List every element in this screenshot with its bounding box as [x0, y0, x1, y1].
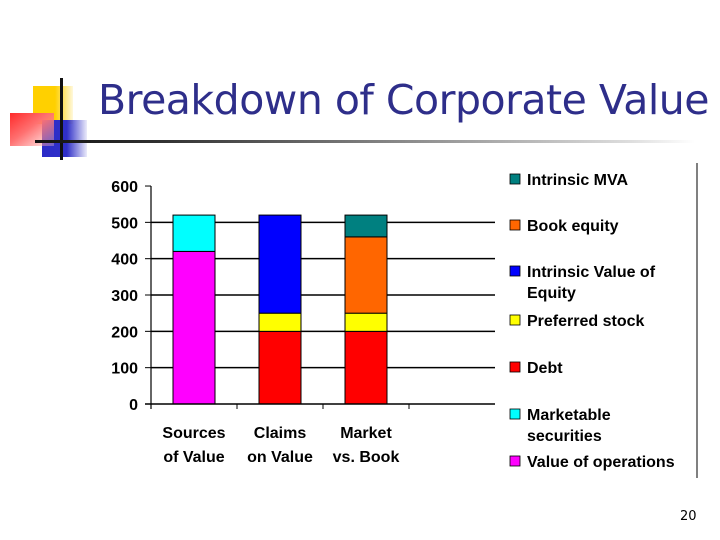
legend-label: Value of operations: [527, 454, 675, 471]
x-category-label: Claims: [254, 425, 307, 442]
legend-swatch: [509, 265, 521, 277]
y-tick-label: 0: [129, 397, 138, 414]
x-category-label: of Value: [163, 449, 224, 466]
y-tick-label: 300: [111, 288, 138, 305]
bar-segment: [258, 214, 302, 314]
y-tick-label: 200: [111, 324, 138, 341]
x-category-label: Market: [340, 425, 392, 442]
bar-segment: [172, 214, 216, 252]
y-tick-label: 500: [111, 215, 138, 232]
decor-vertical-line: [60, 78, 63, 160]
y-tick-label: 100: [111, 361, 138, 378]
bar-segment: [344, 330, 388, 405]
legend-label: Preferred stock: [527, 313, 644, 330]
legend-label: securities: [527, 428, 602, 445]
legend-label: Intrinsic Value of: [527, 264, 656, 281]
legend-label: Book equity: [527, 218, 619, 235]
legend-swatch: [509, 173, 521, 185]
legend-label: Debt: [527, 360, 563, 377]
y-tick-label: 400: [111, 252, 138, 269]
x-category-label: on Value: [247, 449, 313, 466]
x-axis-category-labels: Sources of Value Claims on Value Market vs. B…: [162, 425, 399, 466]
legend-swatch: [509, 361, 521, 373]
slide-title: Breakdown of Corporate Value: [98, 76, 709, 124]
bar-segment: [258, 312, 302, 332]
legend-swatch: [509, 455, 521, 467]
y-axis-tick-labels: 0 100 200 300 400 500 600: [111, 179, 138, 414]
chart-legend: Intrinsic MVA Book equity Intrinsic Value …: [509, 172, 675, 471]
x-category-label: Sources: [162, 425, 225, 442]
legend-swatch: [509, 314, 521, 326]
bar-segment: [344, 236, 388, 314]
legend-label: Equity: [527, 285, 576, 302]
x-category-label: vs. Book: [333, 449, 400, 466]
title-underline: [35, 140, 695, 143]
y-tick-label: 600: [111, 179, 138, 196]
bar-segment: [344, 214, 388, 238]
page-number: 20: [680, 509, 697, 524]
legend-swatch: [509, 408, 521, 420]
bar-segment: [344, 312, 388, 332]
chart-bars: [172, 214, 388, 405]
bar-segment: [258, 330, 302, 405]
legend-label: Marketable: [527, 407, 611, 424]
bar-segment: [172, 250, 216, 405]
legend-swatch: [509, 219, 521, 231]
legend-label: Intrinsic MVA: [527, 172, 628, 189]
chart-axes: [145, 185, 495, 409]
